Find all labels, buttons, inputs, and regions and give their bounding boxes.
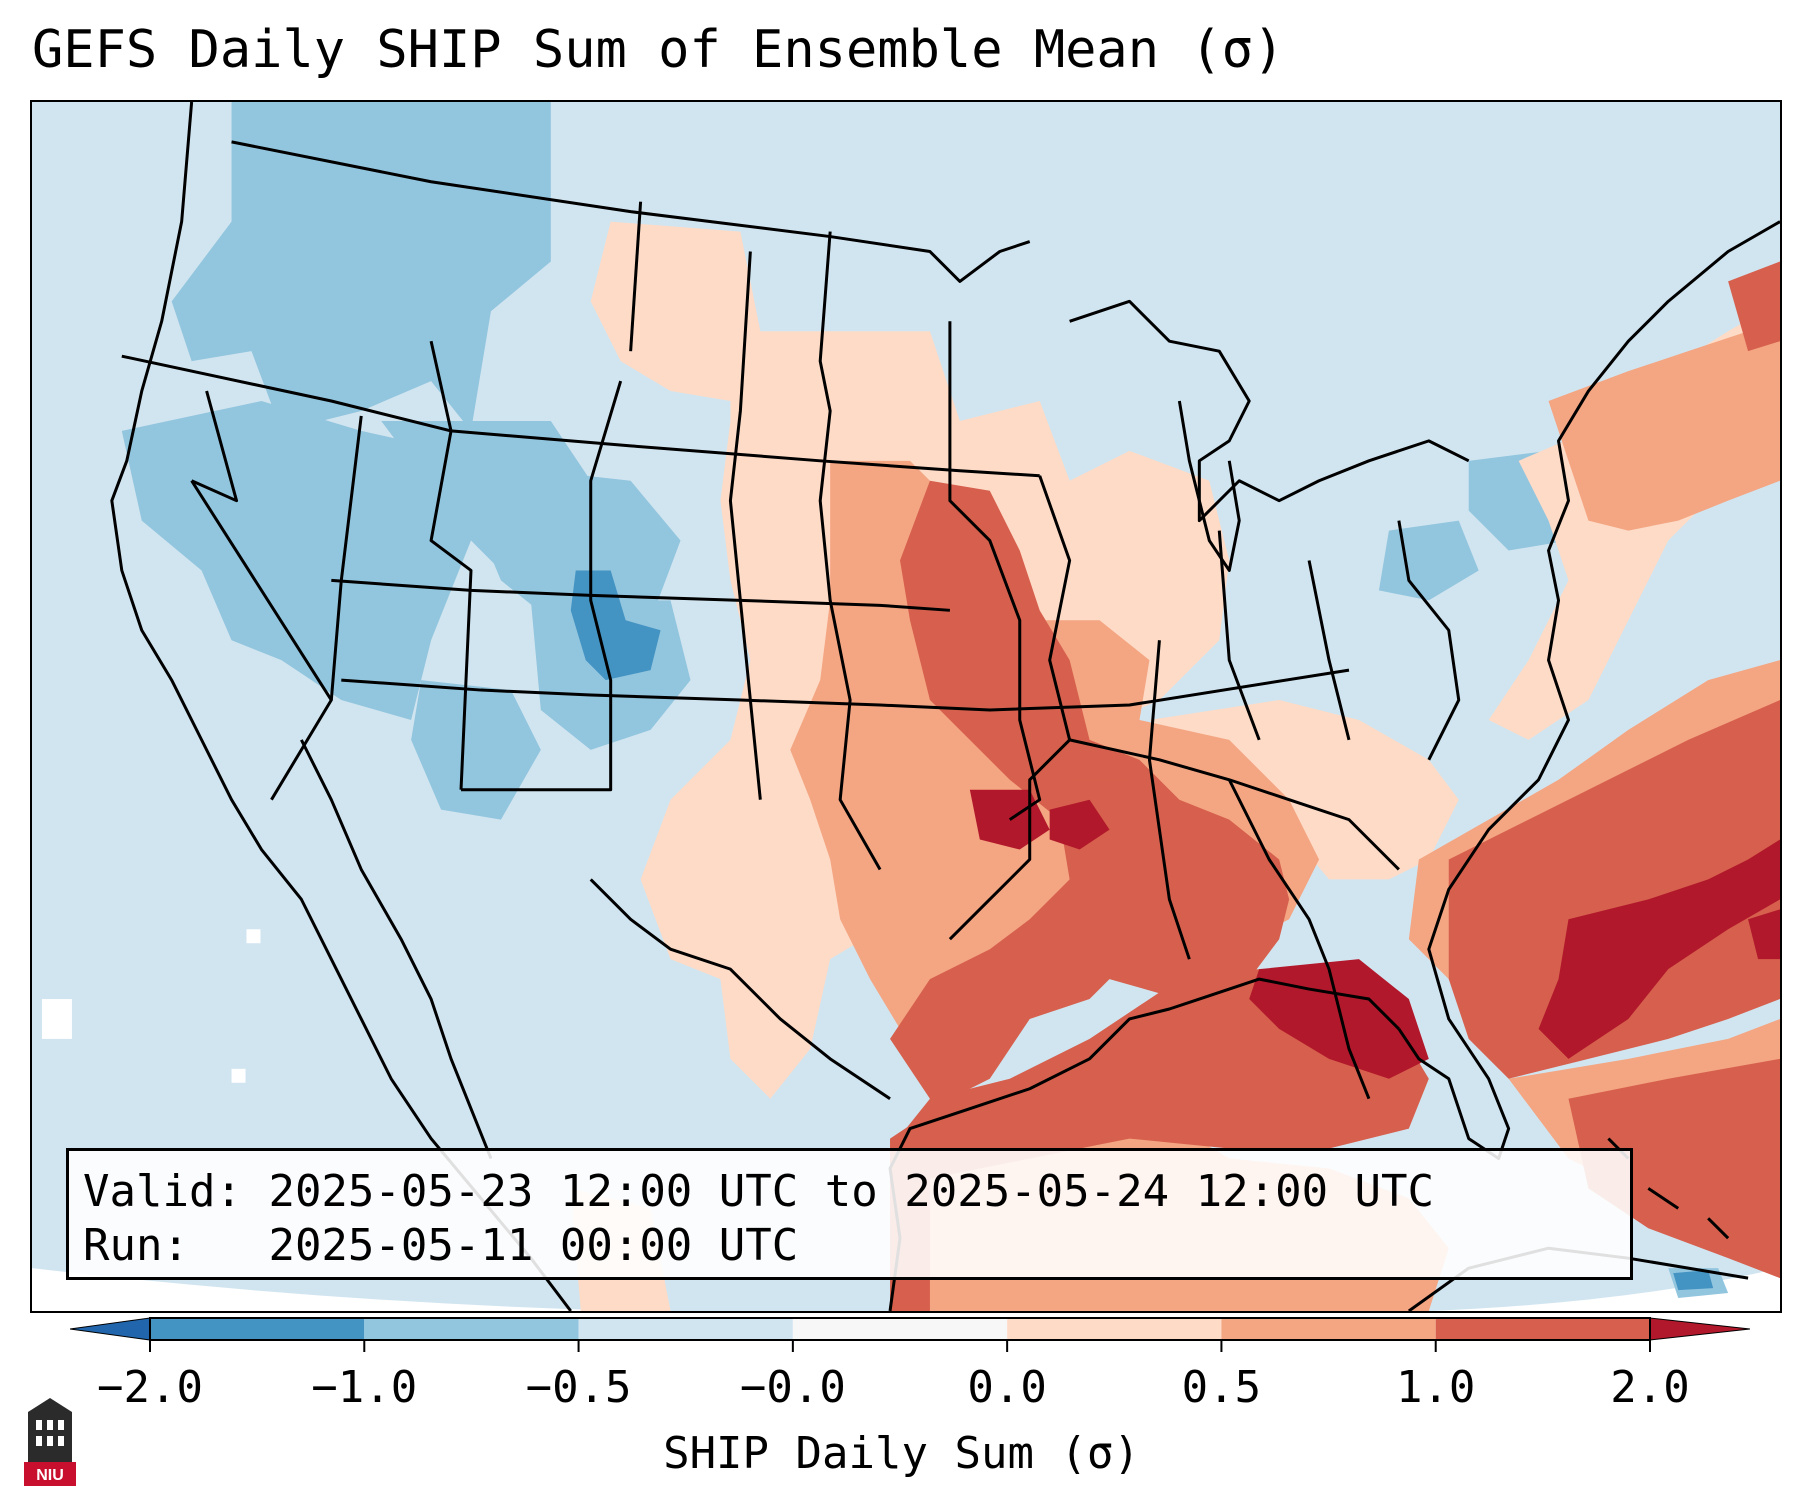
great-lakes-shore [1069,299,1470,523]
map-panel [30,100,1782,1313]
valid-run-info-box: Valid: 2025-05-23 12:00 UTC to 2025-05-2… [66,1148,1633,1280]
state-border-17 [1217,530,1261,741]
niu-tower-logo-icon: NIU [24,1398,76,1486]
state-border-9 [728,251,762,800]
state-border-10 [818,231,882,871]
colorbar-segments [70,1317,1750,1341]
state-border-2 [191,390,239,503]
coastline-mexico [589,878,891,1100]
missing-data-cells [41,929,261,1083]
logo-text: NIU [36,1467,64,1484]
state-border-4 [190,479,333,801]
logo-badge [24,1462,76,1486]
state-border-14 [1069,738,1400,871]
run-label: Run: [83,1220,189,1271]
logo-window-1 [36,1420,42,1430]
logo-window-5 [47,1436,53,1446]
logo-window-6 [58,1436,64,1446]
colorbar-tick-label: 0.5 [1181,1362,1262,1413]
run-value: 2025-05-11 00:00 UTC [268,1220,799,1271]
logo-window-2 [47,1420,53,1430]
coastline-baja [300,739,493,1160]
colorbar-segment [1435,1318,1650,1340]
border-canada-west [231,140,1031,283]
map-title: GEFS Daily SHIP Sum of Ensemble Mean (σ) [32,20,1285,80]
lake-michigan [1177,400,1241,572]
state-border-5 [331,578,951,612]
valid-line: Valid: 2025-05-23 12:00 UTC to 2025-05-2… [83,1165,1616,1219]
state-border-11 [948,321,1042,821]
map-svg [32,102,1780,1311]
colorbar-tick-label: −2.0 [97,1362,203,1413]
colorbar-tick-label: 1.0 [1395,1362,1476,1413]
colorbar-segment [578,1318,793,1340]
state-border-19 [1397,520,1461,761]
colorbar-tick-label: −0.5 [525,1362,632,1413]
projection-edge-bottom-left [32,1268,631,1311]
colorbar-tick-label: −1.0 [311,1362,418,1413]
colorbar-extend-high [1649,1317,1750,1341]
colorbar [70,1317,1750,1352]
colorbar-segment [364,1318,579,1340]
colorbar-segment [792,1318,1008,1340]
colorbar-ticks [149,1340,1651,1352]
colorbar-segment [1007,1318,1222,1340]
colorbar-tick-label: 0.0 [967,1362,1047,1413]
colorbar-outline [149,1317,1651,1341]
colorbar-extend-low [70,1317,151,1341]
anomaly-region-pos-extreme [969,789,1780,1079]
coastline-west [110,102,572,1311]
state-border-15 [1147,640,1191,960]
valid-label: Valid: [83,1166,242,1217]
state-border-7 [341,668,1350,712]
colorbar-segment [150,1318,365,1340]
state-border-8 [461,380,623,792]
logo-window-4 [36,1436,42,1446]
colorbar-segment [1221,1318,1436,1340]
anomaly-region-pos-strong [890,261,1780,1311]
valid-value: 2025-05-23 12:00 UTC to 2025-05-24 12:00… [268,1166,1435,1217]
state-border-12 [629,201,643,352]
anomaly-region-neg-strong [570,570,1714,1291]
colorbar-tick-label: −0.0 [739,1362,846,1413]
state-border-18 [1307,560,1351,741]
colorbar-label: SHIP Daily Sum (σ) [663,1428,1140,1479]
logo-window-3 [58,1420,64,1430]
state-border-13 [948,475,1072,941]
projection-edge-bottom-right [1428,1268,1780,1311]
state-border-6 [429,340,473,790]
state-border-1 [121,354,1040,478]
run-line: Run: 2025-05-11 00:00 UTC [83,1219,1616,1273]
colorbar-tick-label: 2.0 [1610,1362,1690,1413]
state-border-16 [1227,779,1371,1100]
